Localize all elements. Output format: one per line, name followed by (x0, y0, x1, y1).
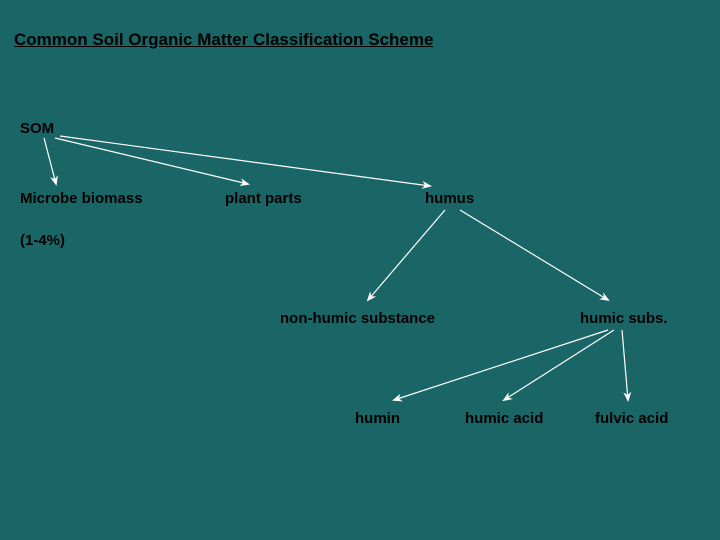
edge-5 (394, 330, 608, 400)
node-plant: plant parts (225, 190, 302, 207)
diagram-title: Common Soil Organic Matter Classificatio… (14, 30, 433, 50)
node-fulvicacid: fulvic acid (595, 410, 668, 427)
edge-1 (55, 138, 248, 184)
edge-2 (60, 136, 430, 186)
node-som: SOM (20, 120, 54, 137)
diagram-canvas: Common Soil Organic Matter Classificatio… (0, 0, 720, 540)
edge-0 (44, 138, 56, 184)
edge-7 (622, 330, 628, 400)
edge-6 (504, 330, 614, 400)
edge-3 (368, 210, 445, 300)
edge-4 (460, 210, 608, 300)
arrows-layer (0, 0, 720, 540)
node-humicsubs: humic subs. (580, 310, 668, 327)
node-nonhumic: non-humic substance (280, 310, 435, 327)
node-pct: (1-4%) (20, 232, 65, 249)
node-humus: humus (425, 190, 474, 207)
node-humicacid: humic acid (465, 410, 543, 427)
node-microbe: Microbe biomass (20, 190, 143, 207)
node-humin: humin (355, 410, 400, 427)
